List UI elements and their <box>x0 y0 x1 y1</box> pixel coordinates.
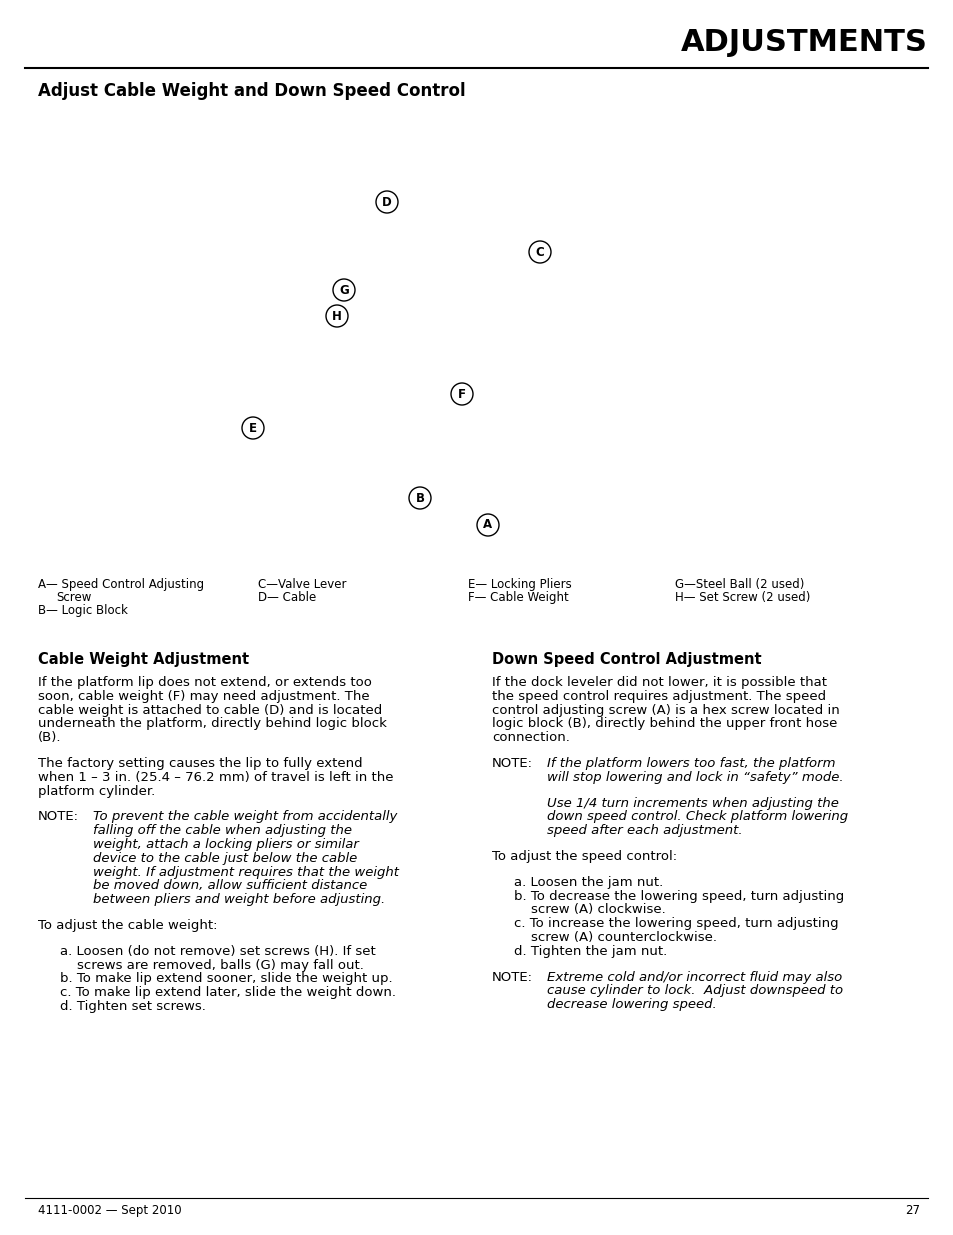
Text: H: H <box>332 310 341 322</box>
Text: H— Set Screw (2 used): H— Set Screw (2 used) <box>675 592 809 604</box>
Text: If the platform lip does not extend, or extends too: If the platform lip does not extend, or … <box>38 676 372 689</box>
Text: c. To make lip extend later, slide the weight down.: c. To make lip extend later, slide the w… <box>60 987 395 999</box>
Text: Down Speed Control Adjustment: Down Speed Control Adjustment <box>492 652 760 667</box>
Circle shape <box>375 191 397 212</box>
Text: D: D <box>382 195 392 209</box>
Text: speed after each adjustment.: speed after each adjustment. <box>546 824 741 837</box>
Text: a. Loosen the jam nut.: a. Loosen the jam nut. <box>514 876 662 889</box>
Text: The factory setting causes the lip to fully extend: The factory setting causes the lip to fu… <box>38 757 362 769</box>
Text: d. Tighten the jam nut.: d. Tighten the jam nut. <box>514 945 666 958</box>
Text: decrease lowering speed.: decrease lowering speed. <box>546 998 716 1011</box>
Text: device to the cable just below the cable: device to the cable just below the cable <box>92 852 356 864</box>
Text: screw (A) counterclockwise.: screw (A) counterclockwise. <box>514 931 717 944</box>
Text: b. To make lip extend sooner, slide the weight up.: b. To make lip extend sooner, slide the … <box>60 972 393 986</box>
Text: E: E <box>249 421 256 435</box>
Text: weight. If adjustment requires that the weight: weight. If adjustment requires that the … <box>92 866 398 878</box>
Text: Cable Weight Adjustment: Cable Weight Adjustment <box>38 652 249 667</box>
Text: control adjusting screw (A) is a hex screw located in: control adjusting screw (A) is a hex scr… <box>492 704 839 716</box>
Text: a. Loosen (do not remove) set screws (H). If set: a. Loosen (do not remove) set screws (H)… <box>60 945 375 958</box>
Text: screws are removed, balls (G) may fall out.: screws are removed, balls (G) may fall o… <box>60 958 363 972</box>
Text: Adjust Cable Weight and Down Speed Control: Adjust Cable Weight and Down Speed Contr… <box>38 82 465 100</box>
Text: screw (A) clockwise.: screw (A) clockwise. <box>514 903 665 916</box>
Circle shape <box>529 241 551 263</box>
Text: platform cylinder.: platform cylinder. <box>38 784 155 798</box>
Text: B: B <box>416 492 424 505</box>
Circle shape <box>451 383 473 405</box>
Text: B— Logic Block: B— Logic Block <box>38 604 128 618</box>
Text: be moved down, allow sufficient distance: be moved down, allow sufficient distance <box>92 879 367 893</box>
Text: falling off the cable when adjusting the: falling off the cable when adjusting the <box>92 824 352 837</box>
Text: F— Cable Weight: F— Cable Weight <box>468 592 568 604</box>
Text: To adjust the cable weight:: To adjust the cable weight: <box>38 919 217 932</box>
Text: connection.: connection. <box>492 731 569 745</box>
Text: F: F <box>457 388 465 400</box>
Text: weight, attach a locking pliers or similar: weight, attach a locking pliers or simil… <box>92 839 358 851</box>
Text: cause cylinder to lock.  Adjust downspeed to: cause cylinder to lock. Adjust downspeed… <box>546 984 842 998</box>
Text: the speed control requires adjustment. The speed: the speed control requires adjustment. T… <box>492 690 825 703</box>
Text: NOTE:: NOTE: <box>492 757 533 769</box>
Text: To adjust the speed control:: To adjust the speed control: <box>492 850 677 863</box>
Circle shape <box>409 487 431 509</box>
Text: If the dock leveler did not lower, it is possible that: If the dock leveler did not lower, it is… <box>492 676 826 689</box>
Bar <box>25 107 927 564</box>
Text: b. To decrease the lowering speed, turn adjusting: b. To decrease the lowering speed, turn … <box>514 889 843 903</box>
Circle shape <box>476 514 498 536</box>
Text: G: G <box>338 284 349 296</box>
Text: will stop lowering and lock in “safety” mode.: will stop lowering and lock in “safety” … <box>546 771 842 784</box>
Circle shape <box>242 417 264 438</box>
Text: ADJUSTMENTS: ADJUSTMENTS <box>680 28 927 57</box>
Text: E— Locking Pliers: E— Locking Pliers <box>468 578 571 592</box>
Text: A— Speed Control Adjusting: A— Speed Control Adjusting <box>38 578 204 592</box>
Text: C—Valve Lever: C—Valve Lever <box>257 578 346 592</box>
Text: G—Steel Ball (2 used): G—Steel Ball (2 used) <box>675 578 803 592</box>
Text: D— Cable: D— Cable <box>257 592 315 604</box>
Text: Use 1/4 turn increments when adjusting the: Use 1/4 turn increments when adjusting t… <box>546 797 838 810</box>
Text: down speed control. Check platform lowering: down speed control. Check platform lower… <box>546 810 847 824</box>
Text: cable weight is attached to cable (D) and is located: cable weight is attached to cable (D) an… <box>38 704 382 716</box>
Text: c. To increase the lowering speed, turn adjusting: c. To increase the lowering speed, turn … <box>514 918 838 930</box>
Text: d. Tighten set screws.: d. Tighten set screws. <box>60 1000 206 1013</box>
Text: (B).: (B). <box>38 731 61 745</box>
Text: when 1 – 3 in. (25.4 – 76.2 mm) of travel is left in the: when 1 – 3 in. (25.4 – 76.2 mm) of trave… <box>38 771 393 784</box>
Text: between pliers and weight before adjusting.: between pliers and weight before adjusti… <box>92 893 385 906</box>
Text: underneath the platform, directly behind logic block: underneath the platform, directly behind… <box>38 718 387 730</box>
Text: logic block (B), directly behind the upper front hose: logic block (B), directly behind the upp… <box>492 718 837 730</box>
Text: Screw: Screw <box>56 592 91 604</box>
Text: If the platform lowers too fast, the platform: If the platform lowers too fast, the pla… <box>546 757 835 769</box>
Text: NOTE:: NOTE: <box>492 971 533 983</box>
Text: 4111-0002 — Sept 2010: 4111-0002 — Sept 2010 <box>38 1204 181 1216</box>
Text: 27: 27 <box>904 1204 919 1216</box>
Text: NOTE:: NOTE: <box>38 810 79 824</box>
Text: To prevent the cable weight from accidentally: To prevent the cable weight from acciden… <box>92 810 397 824</box>
Circle shape <box>326 305 348 327</box>
Text: Extreme cold and/or incorrect fluid may also: Extreme cold and/or incorrect fluid may … <box>546 971 841 983</box>
Circle shape <box>333 279 355 301</box>
Text: soon, cable weight (F) may need adjustment. The: soon, cable weight (F) may need adjustme… <box>38 690 369 703</box>
Text: C: C <box>535 246 544 258</box>
Text: A: A <box>483 519 492 531</box>
